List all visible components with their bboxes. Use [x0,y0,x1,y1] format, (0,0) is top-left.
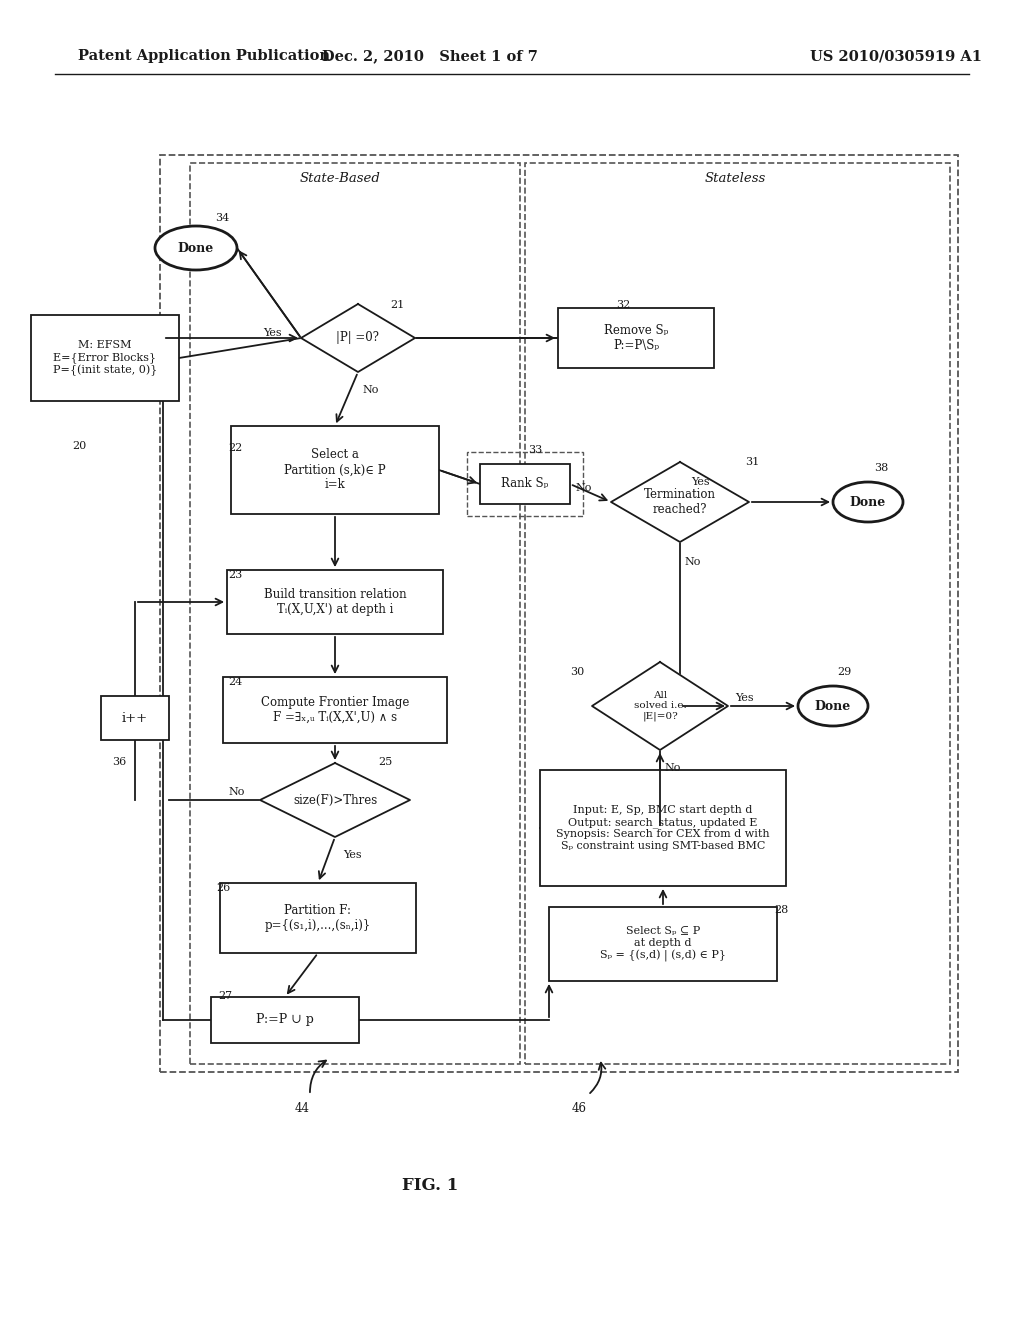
Text: Partition F:
p={(s₁,i),...,(sₙ,i)}: Partition F: p={(s₁,i),...,(sₙ,i)} [265,904,371,932]
Text: 20: 20 [72,441,86,451]
Text: 44: 44 [295,1101,310,1114]
Text: Done: Done [850,495,886,508]
Text: Rank Sₚ: Rank Sₚ [502,478,549,491]
Text: |P| =0?: |P| =0? [337,331,380,345]
Text: No: No [664,763,680,774]
Text: Stateless: Stateless [705,172,766,185]
Text: All
solved i.e.
|E|=0?: All solved i.e. |E|=0? [634,690,686,721]
Polygon shape [260,763,410,837]
FancyBboxPatch shape [211,997,359,1043]
Polygon shape [611,462,749,543]
Text: Yes: Yes [343,850,361,861]
Text: FIG. 1: FIG. 1 [401,1176,458,1193]
Text: 27: 27 [218,991,232,1001]
Text: 24: 24 [228,677,243,686]
Text: 34: 34 [215,213,229,223]
Text: No: No [228,787,245,797]
Text: Yes: Yes [263,327,282,338]
Ellipse shape [155,226,237,271]
Text: 22: 22 [228,444,243,453]
Text: Done: Done [178,242,214,255]
Text: No: No [362,385,379,395]
Text: 36: 36 [112,756,126,767]
Text: 46: 46 [572,1101,587,1114]
Text: 23: 23 [228,570,243,579]
Text: Build transition relation
Tᵢ(X,U,X') at depth i: Build transition relation Tᵢ(X,U,X') at … [264,587,407,616]
Text: 32: 32 [616,300,630,310]
FancyBboxPatch shape [540,770,786,886]
FancyBboxPatch shape [101,696,169,741]
Text: 21: 21 [390,300,404,310]
FancyBboxPatch shape [31,315,179,401]
FancyBboxPatch shape [231,426,439,513]
Text: i++: i++ [122,711,148,725]
Text: Select a
Partition (s,k)∈ P
i=k: Select a Partition (s,k)∈ P i=k [285,449,386,491]
Text: US 2010/0305919 A1: US 2010/0305919 A1 [810,49,982,63]
Text: P:=P ∪ p: P:=P ∪ p [256,1014,314,1027]
Text: 38: 38 [874,463,888,473]
Text: Done: Done [815,700,851,713]
Text: Select Sₚ ⊆ P
at depth d
Sₚ = {(s,d) | (s,d) ∈ P}: Select Sₚ ⊆ P at depth d Sₚ = {(s,d) | (… [600,927,726,962]
Ellipse shape [798,686,868,726]
Text: Patent Application Publication: Patent Application Publication [78,49,330,63]
Text: Remove Sₚ
P:=P\Sₚ: Remove Sₚ P:=P\Sₚ [604,323,669,352]
FancyBboxPatch shape [549,907,777,981]
Text: No: No [575,483,592,492]
Text: Dec. 2, 2010   Sheet 1 of 7: Dec. 2, 2010 Sheet 1 of 7 [323,49,538,63]
Text: 30: 30 [570,667,585,677]
FancyBboxPatch shape [558,308,714,368]
Ellipse shape [833,482,903,521]
Text: Input: E, Sp, BMC start depth d
Output: search_status, updated E
Synopsis: Searc: Input: E, Sp, BMC start depth d Output: … [556,805,770,851]
Text: 33: 33 [528,445,543,455]
Text: 29: 29 [837,667,851,677]
FancyBboxPatch shape [480,465,570,504]
Text: Yes: Yes [690,477,710,487]
FancyBboxPatch shape [223,677,447,743]
FancyBboxPatch shape [220,883,416,953]
FancyBboxPatch shape [227,570,443,634]
Text: Yes: Yes [735,693,754,704]
Text: State-Based: State-Based [300,172,381,185]
Text: size(F)>Thres: size(F)>Thres [293,793,377,807]
Text: 25: 25 [378,756,392,767]
Text: 26: 26 [216,883,230,894]
Text: 31: 31 [745,457,759,467]
Text: Termination
reached?: Termination reached? [644,488,716,516]
Text: Compute Frontier Image
F =∃ₓ,ᵤ Tᵢ(X,X',U) ∧ s: Compute Frontier Image F =∃ₓ,ᵤ Tᵢ(X,X',U… [261,696,410,723]
Polygon shape [301,304,415,372]
Text: 28: 28 [774,906,788,915]
Text: M: EFSM
E={Error Blocks}
P={(init state, 0)}: M: EFSM E={Error Blocks} P={(init state,… [53,341,158,376]
Polygon shape [592,663,728,750]
Text: No: No [684,557,700,568]
